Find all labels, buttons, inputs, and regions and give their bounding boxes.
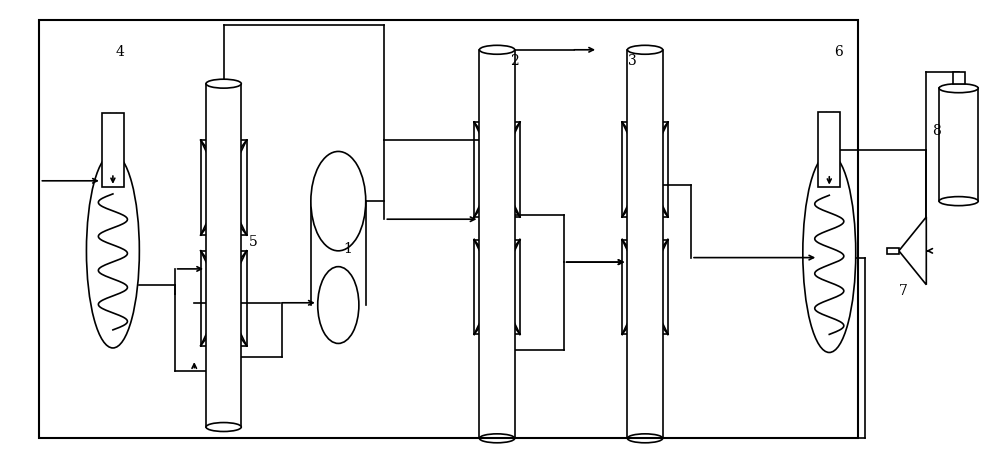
Text: 2: 2 [510, 54, 519, 68]
Ellipse shape [939, 84, 978, 93]
Text: 5: 5 [249, 235, 257, 249]
Bar [939, 88, 978, 201]
Bar [887, 248, 899, 254]
Bar [39, 20, 858, 438]
Ellipse shape [86, 154, 139, 348]
Ellipse shape [318, 266, 359, 343]
Ellipse shape [311, 151, 366, 251]
Ellipse shape [479, 434, 515, 443]
Ellipse shape [627, 45, 663, 54]
Text: 4: 4 [115, 45, 124, 59]
Ellipse shape [627, 434, 663, 443]
Bar [206, 84, 241, 427]
Text: 1: 1 [344, 242, 353, 255]
Bar [479, 50, 515, 438]
Bar [627, 50, 663, 438]
Bar [102, 113, 124, 187]
Text: 7: 7 [899, 284, 908, 298]
Bar [818, 112, 840, 188]
Ellipse shape [206, 79, 241, 88]
Bar [953, 72, 965, 84]
Text: 8: 8 [932, 124, 940, 138]
Bar [39, 20, 858, 438]
Ellipse shape [479, 45, 515, 54]
Text: 6: 6 [834, 45, 842, 59]
Ellipse shape [803, 154, 856, 353]
Ellipse shape [939, 196, 978, 206]
Text: 3: 3 [628, 54, 637, 68]
Polygon shape [899, 217, 926, 285]
Ellipse shape [206, 423, 241, 431]
